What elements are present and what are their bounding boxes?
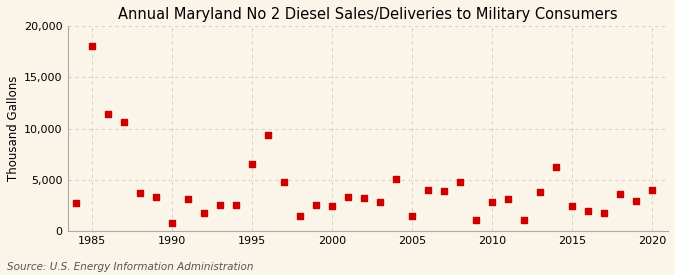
- Point: [214, 202, 225, 207]
- Point: [614, 192, 625, 196]
- Point: [599, 211, 610, 215]
- Point: [326, 203, 337, 208]
- Point: [535, 190, 545, 194]
- Point: [102, 112, 113, 116]
- Point: [182, 197, 193, 202]
- Point: [198, 211, 209, 215]
- Point: [263, 133, 273, 137]
- Point: [166, 221, 177, 225]
- Point: [246, 162, 257, 167]
- Point: [630, 199, 641, 204]
- Point: [647, 188, 657, 192]
- Point: [438, 189, 449, 193]
- Point: [375, 200, 385, 205]
- Point: [502, 197, 513, 202]
- Point: [151, 195, 161, 200]
- Point: [583, 208, 593, 213]
- Point: [134, 191, 145, 196]
- Point: [454, 180, 465, 184]
- Point: [566, 203, 577, 208]
- Point: [423, 188, 433, 192]
- Point: [278, 180, 289, 184]
- Point: [70, 201, 81, 206]
- Point: [358, 196, 369, 200]
- Y-axis label: Thousand Gallons: Thousand Gallons: [7, 76, 20, 181]
- Point: [550, 164, 561, 169]
- Point: [518, 218, 529, 222]
- Point: [470, 218, 481, 222]
- Point: [230, 202, 241, 207]
- Title: Annual Maryland No 2 Diesel Sales/Deliveries to Military Consumers: Annual Maryland No 2 Diesel Sales/Delive…: [118, 7, 618, 22]
- Point: [342, 195, 353, 200]
- Point: [390, 177, 401, 181]
- Point: [406, 214, 417, 218]
- Point: [118, 120, 129, 125]
- Point: [86, 44, 97, 49]
- Point: [294, 214, 305, 218]
- Point: [310, 202, 321, 207]
- Point: [487, 200, 497, 205]
- Text: Source: U.S. Energy Information Administration: Source: U.S. Energy Information Administ…: [7, 262, 253, 272]
